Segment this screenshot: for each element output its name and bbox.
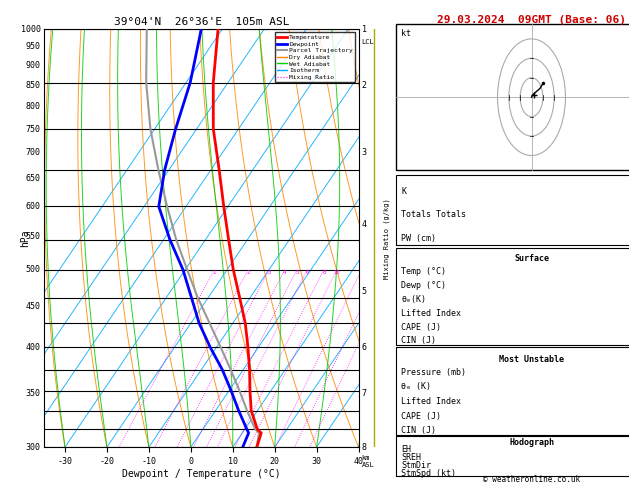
Text: PW (cm): PW (cm) [401, 234, 437, 243]
Text: 400: 400 [26, 343, 41, 352]
Text: 6: 6 [306, 270, 309, 275]
Text: 8: 8 [362, 443, 367, 451]
Text: 29.03.2024  09GMT (Base: 06): 29.03.2024 09GMT (Base: 06) [437, 15, 626, 25]
Text: Dewp (°C): Dewp (°C) [401, 281, 447, 290]
Text: Temp (°C): Temp (°C) [401, 267, 447, 276]
Text: Mixing Ratio (g/kg): Mixing Ratio (g/kg) [384, 198, 390, 278]
Title: 39°04'N  26°36'E  105m ASL: 39°04'N 26°36'E 105m ASL [113, 17, 289, 27]
Text: SREH: SREH [401, 453, 421, 462]
Text: 8: 8 [322, 270, 325, 275]
Bar [396, 436, 629, 476]
Text: 900: 900 [26, 61, 41, 70]
Text: 950: 950 [26, 42, 41, 52]
Text: CAPE (J): CAPE (J) [401, 412, 442, 420]
Text: 7: 7 [362, 389, 367, 398]
Text: 600: 600 [26, 202, 41, 211]
Text: 1: 1 [213, 270, 216, 275]
Text: 300: 300 [26, 443, 41, 451]
Text: StmDir: StmDir [401, 461, 431, 470]
Text: LCL: LCL [362, 39, 374, 45]
Text: θₑ(K): θₑ(K) [401, 295, 426, 304]
Text: 450: 450 [26, 302, 41, 311]
Text: 1: 1 [362, 25, 367, 34]
Text: 4: 4 [283, 270, 286, 275]
Text: StmSpd (kt): StmSpd (kt) [401, 469, 456, 478]
Text: 5: 5 [362, 287, 367, 296]
Text: Most Unstable: Most Unstable [499, 355, 564, 364]
Text: Lifted Index: Lifted Index [401, 309, 461, 318]
Bar [396, 24, 629, 170]
Text: Hodograph: Hodograph [509, 438, 554, 447]
Text: 750: 750 [26, 124, 41, 134]
Bar [396, 347, 629, 435]
Text: 10: 10 [334, 270, 340, 275]
Text: 850: 850 [26, 81, 41, 90]
Text: K: K [401, 187, 406, 196]
Text: 650: 650 [26, 174, 41, 183]
Text: 4: 4 [362, 220, 367, 229]
Text: 700: 700 [26, 149, 41, 157]
Text: 2: 2 [362, 81, 367, 90]
Text: 550: 550 [26, 232, 41, 241]
Text: Pressure (mb): Pressure (mb) [401, 368, 466, 377]
Text: 350: 350 [26, 389, 41, 398]
X-axis label: Dewpoint / Temperature (°C): Dewpoint / Temperature (°C) [122, 469, 281, 479]
Text: CIN (J): CIN (J) [401, 426, 437, 435]
Text: CAPE (J): CAPE (J) [401, 323, 442, 331]
Text: 2: 2 [247, 270, 250, 275]
Text: EH: EH [401, 445, 411, 454]
Text: © weatheronline.co.uk: © weatheronline.co.uk [483, 474, 580, 484]
Bar [396, 248, 629, 345]
Text: Surface: Surface [514, 255, 549, 263]
Text: 3: 3 [267, 270, 271, 275]
Text: hPa: hPa [20, 229, 30, 247]
Text: kt: kt [401, 29, 411, 38]
Text: 5: 5 [295, 270, 299, 275]
Text: CIN (J): CIN (J) [401, 336, 437, 346]
Legend: Temperature, Dewpoint, Parcel Trajectory, Dry Adiabat, Wet Adiabat, Isotherm, Mi: Temperature, Dewpoint, Parcel Trajectory… [275, 32, 355, 83]
Text: Lifted Index: Lifted Index [401, 397, 461, 406]
Text: 3: 3 [362, 149, 367, 157]
Text: 6: 6 [362, 343, 367, 352]
Text: 1000: 1000 [21, 25, 41, 34]
Text: θₑ (K): θₑ (K) [401, 382, 431, 391]
Bar [396, 175, 629, 245]
Text: 500: 500 [26, 265, 41, 274]
Text: 800: 800 [26, 102, 41, 111]
Text: Totals Totals: Totals Totals [401, 210, 466, 219]
Text: km
ASL: km ASL [362, 455, 374, 469]
